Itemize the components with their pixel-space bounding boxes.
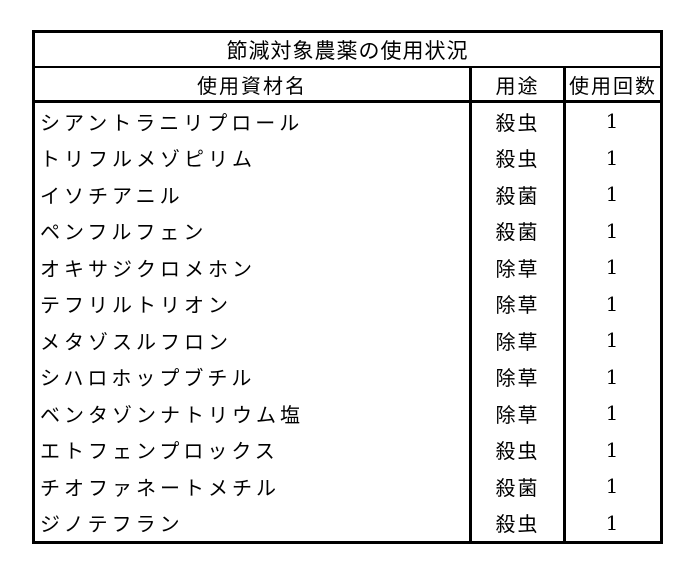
cell-usage-count: 1 — [605, 291, 621, 316]
cell-use: 除草 — [472, 249, 566, 286]
cell-usage-count: 1 — [605, 328, 621, 353]
cell-use: 殺菌 — [472, 212, 566, 249]
column-header-usage-count: 使用回数 — [569, 73, 657, 98]
cell-material-name: トリフルメゾピリム — [35, 139, 472, 176]
table-row: ベンタゾンナトリウム塩 除草 1 — [35, 395, 660, 432]
cell-usage-count: 1 — [605, 182, 621, 207]
cell-usage-count: 1 — [605, 255, 621, 280]
cell-material-name: シアントラニリプロール — [35, 103, 472, 140]
cell-usage-count: 1 — [605, 510, 621, 535]
table-row: テフリルトリオン 除草 1 — [35, 285, 660, 322]
table-row: メタゾスルフロン 除草 1 — [35, 322, 660, 359]
cell-material-name: ベンタゾンナトリウム塩 — [35, 395, 472, 432]
cell-use: 殺虫 — [472, 139, 566, 176]
cell-material-name: メタゾスルフロン — [35, 322, 472, 359]
cell-usage-count: 1 — [605, 218, 621, 243]
table-row: ジノテフラン 殺虫 1 — [35, 504, 660, 541]
cell-use: 殺菌 — [472, 468, 566, 505]
cell-material-name: テフリルトリオン — [35, 285, 472, 322]
table-row: オキサジクロメホン 除草 1 — [35, 249, 660, 286]
cell-use: 殺菌 — [472, 176, 566, 213]
pesticide-usage-table: 節減対象農薬の使用状況 使用資材名 用途 使用回数 シアントラニリプロール 殺虫 1… — [32, 30, 663, 544]
table-title-row: 節減対象農薬の使用状況 — [35, 33, 660, 68]
cell-material-name: ペンフルフェン — [35, 212, 472, 249]
cell-material-name: エトフェンプロックス — [35, 431, 472, 468]
table-row: イソチアニル 殺菌 1 — [35, 176, 660, 213]
cell-material-name: イソチアニル — [35, 176, 472, 213]
cell-usage-count: 1 — [605, 437, 621, 462]
cell-material-name: ジノテフラン — [35, 504, 472, 541]
table-row: トリフルメゾピリム 殺虫 1 — [35, 139, 660, 176]
cell-material-name: シハロホップブチル — [35, 358, 472, 395]
cell-usage-count: 1 — [605, 364, 621, 389]
column-header-use: 用途 — [472, 68, 566, 100]
cell-usage-count: 1 — [605, 109, 621, 134]
table-row: エトフェンプロックス 殺虫 1 — [35, 431, 660, 468]
cell-usage-count: 1 — [605, 474, 621, 499]
cell-material-name: チオファネートメチル — [35, 468, 472, 505]
cell-use: 除草 — [472, 285, 566, 322]
cell-material-name: オキサジクロメホン — [35, 249, 472, 286]
cell-usage-count: 1 — [605, 401, 621, 426]
cell-use: 除草 — [472, 358, 566, 395]
table-header-row: 使用資材名 用途 使用回数 — [35, 68, 660, 103]
table-title: 節減対象農薬の使用状況 — [226, 38, 469, 63]
table-body: シアントラニリプロール 殺虫 1 トリフルメゾピリム 殺虫 1 イソチアニル 殺菌 1 ペンフルフ… — [35, 103, 660, 541]
cell-use: 除草 — [472, 395, 566, 432]
table-row: シアントラニリプロール 殺虫 1 — [35, 103, 660, 140]
table-row: ペンフルフェン 殺菌 1 — [35, 212, 660, 249]
column-header-material-name: 使用資材名 — [35, 68, 472, 100]
cell-use: 殺虫 — [472, 504, 566, 541]
table-row: チオファネートメチル 殺菌 1 — [35, 468, 660, 505]
cell-use: 殺虫 — [472, 103, 566, 140]
table-row: シハロホップブチル 除草 1 — [35, 358, 660, 395]
cell-use: 殺虫 — [472, 431, 566, 468]
cell-usage-count: 1 — [605, 145, 621, 170]
cell-use: 除草 — [472, 322, 566, 359]
